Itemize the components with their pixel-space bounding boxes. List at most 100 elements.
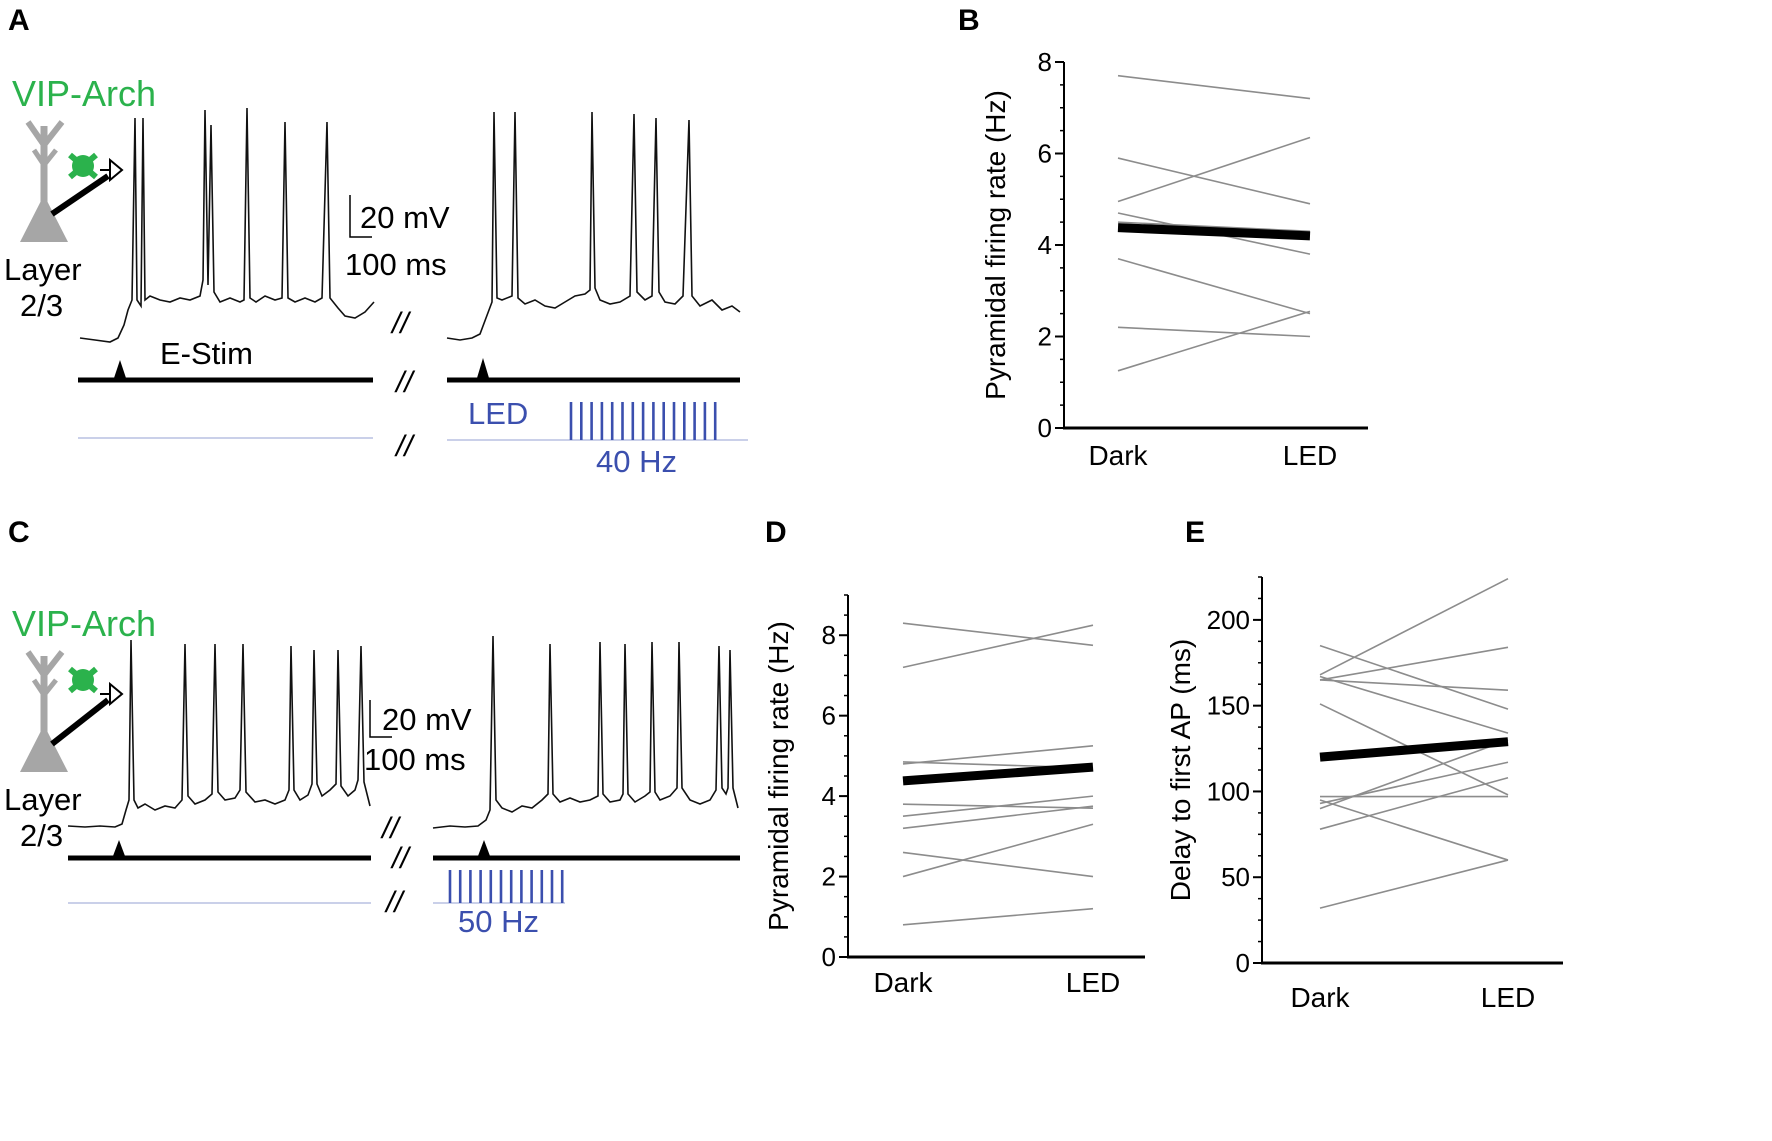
y-tick-label: 4 — [822, 781, 836, 811]
recording-electrode-icon — [50, 681, 124, 747]
y-tick-label: 8 — [1038, 47, 1052, 77]
panel-c-break-mark-trace: // — [380, 812, 401, 845]
cell-line — [1117, 157, 1311, 205]
panel-a-estim-marker-led — [477, 358, 489, 378]
mean-line — [1319, 737, 1509, 762]
panel-a-scale-ms: 100 ms — [345, 247, 447, 282]
y-tick-label: 100 — [1207, 776, 1250, 806]
panel-e-letter: E — [1185, 516, 1205, 549]
recording-electrode-icon — [50, 157, 124, 217]
panel-c-estim-marker-led — [478, 840, 490, 856]
panel-c-letter: C — [8, 516, 30, 549]
panel-a-estim-marker-dark — [114, 360, 126, 378]
cell-line — [1319, 679, 1509, 692]
cell-line — [1319, 675, 1509, 734]
panel-a: A VIP-Arch Layer 2/3 20 mV 100 ms — [4, 4, 748, 479]
cell-line — [902, 745, 1094, 765]
y-tick-label: 4 — [1038, 230, 1052, 260]
panel-a-construct-label: VIP-Arch — [12, 73, 156, 114]
panel-a-break-mark-trace: // — [390, 307, 411, 340]
y-tick-label: 6 — [1038, 139, 1052, 169]
panel-a-trace-led — [446, 111, 741, 341]
panel-c-scale-mv: 20 mV — [382, 702, 472, 737]
cell-line — [902, 851, 1094, 878]
panel-a-estim-label: E-Stim — [160, 336, 253, 371]
cell-line — [902, 907, 1094, 926]
panel-a-led-pulse-train — [569, 402, 717, 440]
panel-b-letter: B — [958, 4, 980, 37]
panel-c-trace-led — [432, 635, 739, 829]
panel-a-scale-mv: 20 mV — [360, 200, 450, 235]
panel-c-layer-label: Layer — [4, 782, 82, 817]
y-tick-label: 0 — [822, 942, 836, 972]
panel-c-scale-ms: 100 ms — [364, 742, 466, 777]
panel-d-chart: 0 2 4 6 8 Pyramidal firing rate (Hz) Dark LED — [763, 594, 1145, 998]
category-label-dark: Dark — [1088, 440, 1148, 471]
pyramidal-neuron-icon — [20, 650, 68, 772]
y-tick-label: 200 — [1207, 605, 1250, 635]
panel-c-break-mark-stim: // — [390, 842, 411, 875]
y-tick-label: 0 — [1038, 413, 1052, 443]
y-tick-label: 0 — [1236, 948, 1250, 978]
mean-line — [1117, 223, 1311, 241]
cell-line — [1117, 257, 1311, 315]
cell-line — [1117, 221, 1311, 233]
panel-a-layer-number: 2/3 — [20, 288, 63, 323]
panel-e-chart: 0 50 100 150 200 Delay to first AP (ms) Dark LE… — [1165, 576, 1563, 1013]
cell-line — [1319, 776, 1509, 830]
category-label-led: LED — [1066, 967, 1120, 998]
cell-line — [1117, 74, 1311, 100]
category-label-dark: Dark — [1290, 982, 1350, 1013]
panel-c-led-pulse-train — [448, 870, 564, 903]
mean-line — [902, 762, 1094, 786]
panel-b-chart: 0 2 4 6 8 Pyramidal firing rate (Hz) Dark LED — [980, 47, 1368, 471]
cell-line — [902, 805, 1094, 830]
category-label-led: LED — [1283, 440, 1337, 471]
cell-line — [902, 795, 1094, 818]
panel-d-letter: D — [765, 516, 787, 549]
panel-c-scale-bar: 20 mV 100 ms — [364, 700, 472, 777]
panel-a-break-mark-stim: // — [394, 366, 415, 399]
vip-interneuron-icon — [68, 666, 98, 694]
cell-line — [1319, 644, 1509, 710]
cell-line — [1117, 136, 1311, 203]
panel-a-letter: A — [8, 4, 30, 37]
panel-c-trace-dark — [67, 639, 371, 828]
y-tick-label: 150 — [1207, 691, 1250, 721]
panel-c-frequency-label: 50 Hz — [458, 904, 539, 939]
panel-a-trace-dark — [79, 107, 375, 343]
y-tick-label: 2 — [822, 862, 836, 892]
category-label-led: LED — [1481, 982, 1535, 1013]
pyramidal-neuron-icon — [20, 120, 68, 242]
panel-e-y-axis-label: Delay to first AP (ms) — [1165, 639, 1196, 901]
cell-line — [1117, 326, 1311, 338]
panel-a-scale-bar: 20 mV 100 ms — [345, 195, 450, 282]
cell-line — [902, 823, 1094, 878]
cell-line — [1319, 799, 1509, 861]
panel-c-break-mark-led: // — [384, 886, 405, 919]
panel-b-y-axis-label: Pyramidal firing rate (Hz) — [980, 90, 1011, 400]
panel-c-construct-label: VIP-Arch — [12, 603, 156, 644]
panel-c-layer-number: 2/3 — [20, 818, 63, 853]
y-tick-label: 2 — [1038, 322, 1052, 352]
cell-line — [1117, 310, 1311, 372]
cell-line — [1319, 646, 1509, 681]
vip-interneuron-icon — [68, 152, 98, 180]
y-tick-label: 8 — [822, 620, 836, 650]
y-tick-label: 6 — [822, 701, 836, 731]
category-label-dark: Dark — [873, 967, 933, 998]
cell-line — [1319, 859, 1509, 909]
panel-a-frequency-label: 40 Hz — [596, 444, 677, 479]
panel-c: C VIP-Arch Layer 2/3 20 mV 100 ms — [4, 516, 740, 939]
panel-a-layer-label: Layer — [4, 252, 82, 287]
panel-c-estim-marker-dark — [113, 840, 125, 856]
panel-a-break-mark-led: // — [394, 430, 415, 463]
cell-line — [1319, 578, 1509, 676]
panel-d-y-axis-label: Pyramidal firing rate (Hz) — [763, 621, 794, 931]
y-tick-label: 50 — [1221, 862, 1250, 892]
cell-line — [1319, 739, 1509, 810]
cell-line — [902, 622, 1094, 647]
cell-line — [902, 624, 1094, 669]
panel-a-led-label: LED — [468, 396, 528, 431]
